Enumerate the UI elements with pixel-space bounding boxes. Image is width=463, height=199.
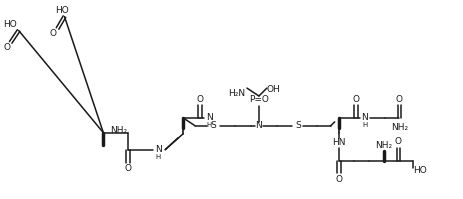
Text: HO: HO xyxy=(3,20,17,29)
Text: O: O xyxy=(49,29,56,38)
Text: H: H xyxy=(206,122,212,128)
Text: HN: HN xyxy=(332,138,345,147)
Text: NH₂: NH₂ xyxy=(110,126,127,135)
Text: OH: OH xyxy=(267,85,281,94)
Text: S: S xyxy=(210,121,216,130)
Text: O: O xyxy=(395,137,402,146)
Text: O: O xyxy=(396,95,403,103)
Text: NH₂: NH₂ xyxy=(391,123,408,132)
Text: HO: HO xyxy=(413,166,427,175)
Text: O: O xyxy=(197,95,204,103)
Text: N: N xyxy=(155,145,162,154)
Text: P=O: P=O xyxy=(249,96,269,104)
Text: N: N xyxy=(206,113,213,122)
Text: N: N xyxy=(256,121,263,130)
Text: O: O xyxy=(335,175,342,184)
Text: S: S xyxy=(295,121,300,130)
Text: HO: HO xyxy=(56,6,69,15)
Text: H₂N: H₂N xyxy=(228,89,245,98)
Text: H: H xyxy=(156,154,161,160)
Text: N: N xyxy=(361,113,368,122)
Text: O: O xyxy=(352,95,359,103)
Text: NH₂: NH₂ xyxy=(375,141,392,150)
Text: H: H xyxy=(362,122,367,128)
Text: O: O xyxy=(3,43,10,52)
Text: O: O xyxy=(125,164,132,173)
